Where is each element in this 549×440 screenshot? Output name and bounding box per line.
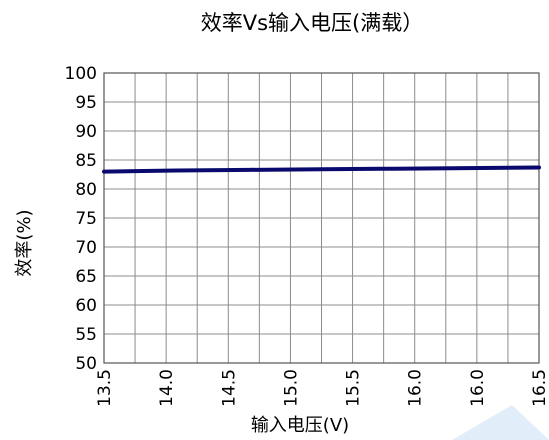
x-axis-title: 输入电压(V) — [251, 415, 349, 436]
y-tick-label: 100 — [65, 64, 97, 84]
y-tick-label: 65 — [75, 267, 97, 287]
x-tick-label: 16.5 — [530, 369, 549, 407]
x-tick-label: 16.0 — [406, 369, 426, 407]
y-tick-label: 50 — [75, 354, 97, 374]
y-tick-label: 55 — [75, 325, 97, 345]
y-tick-label: 90 — [75, 122, 97, 142]
y-tick-label: 60 — [75, 296, 97, 316]
x-tick-label: 14.0 — [157, 369, 177, 407]
y-tick-label: 70 — [75, 238, 97, 258]
x-tick-label: 13.5 — [95, 369, 115, 407]
plot-grid — [103, 72, 540, 364]
series-line-0 — [102, 165, 541, 174]
y-axis-title: 效率(%) — [14, 209, 35, 276]
x-tick-label: 14.5 — [219, 369, 239, 407]
y-tick-label: 80 — [75, 180, 97, 200]
watermark-shape — [452, 405, 549, 440]
y-tick-label: 95 — [75, 93, 97, 113]
x-tick-label: 15.5 — [344, 369, 364, 407]
watermark-decoration — [452, 405, 549, 440]
chart-title: 效率Vs输入电压(满载） — [201, 11, 424, 35]
y-tick-label: 75 — [75, 209, 97, 229]
x-tick-label: 16.0 — [468, 369, 488, 407]
y-axis-ticks: 100 95 90 85 80 75 70 65 60 55 50 — [65, 64, 97, 374]
y-tick-label: 85 — [75, 151, 97, 171]
x-tick-label: 15.0 — [281, 369, 301, 407]
plot-frame — [103, 72, 540, 364]
x-axis-ticks: 13.5 14.0 14.5 15.0 15.5 16.0 16.0 16.5 — [95, 369, 549, 407]
series-layer — [102, 165, 541, 174]
